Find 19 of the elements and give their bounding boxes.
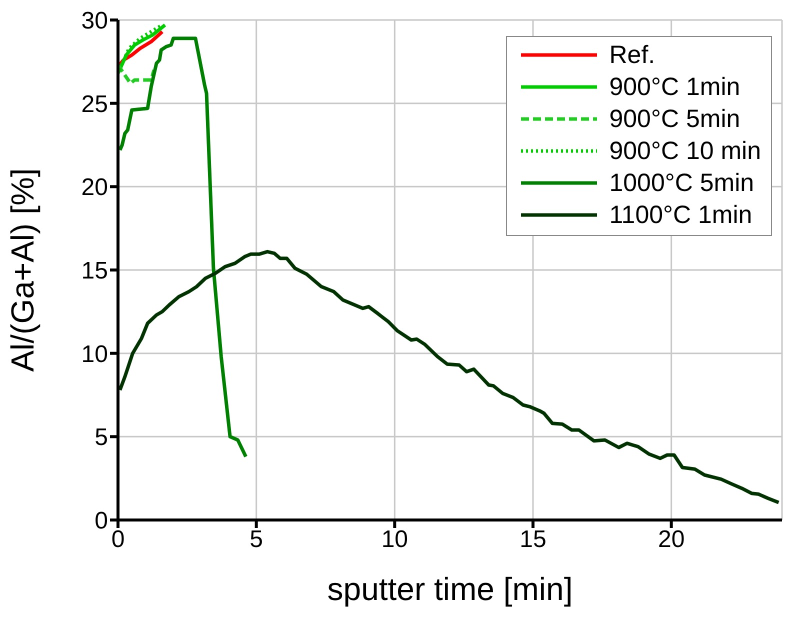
y-tick-label: 30: [81, 8, 108, 35]
legend-label: 1000°C 5min: [609, 168, 754, 199]
legend-label: Ref.: [609, 40, 656, 71]
y-tick-label: 10: [81, 340, 108, 368]
legend-label: 900°C 5min: [609, 104, 740, 135]
y-tick-label: 5: [94, 424, 108, 452]
legend-label: 1100°C 1min: [609, 200, 752, 231]
y-tick-label: 0: [94, 508, 108, 535]
legend-label: 900°C 1min: [609, 72, 740, 103]
y-tick-label: 20: [81, 174, 108, 202]
x-tick-label: 20: [658, 526, 685, 554]
y-tick-label: 25: [81, 90, 108, 118]
x-tick-label: 5: [250, 526, 264, 554]
x-axis-title: sputter time [min]: [327, 571, 573, 607]
legend-label: 900°C 10 min: [609, 136, 761, 167]
x-tick-label: 10: [381, 526, 408, 554]
x-tick-label: 15: [520, 526, 546, 554]
y-tick-label: 15: [81, 258, 108, 285]
y-axis-title: Al/(Ga+Al) [%]: [4, 168, 40, 372]
